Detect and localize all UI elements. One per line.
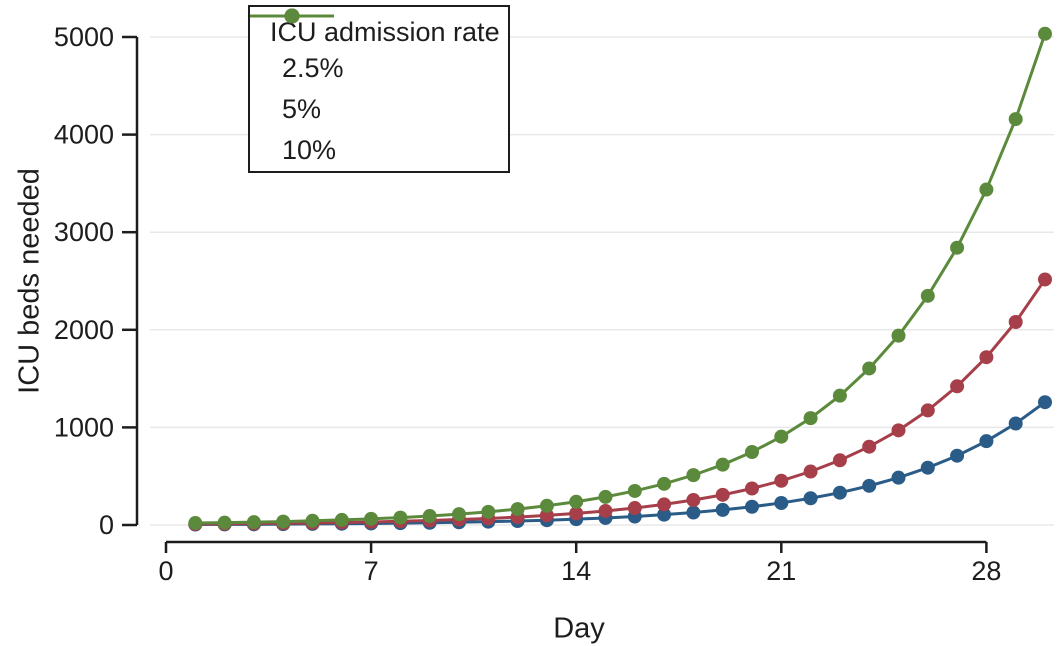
series-2.5%-point-day-29 [1008,416,1023,431]
legend-rows: 2.5% 5% 10% [250,8,508,171]
series-10%-point-day-8 [393,510,408,525]
series-10%-point-day-27 [950,240,965,255]
series-10%-point-day-22 [803,411,818,426]
series-10%-point-day-26 [920,288,935,303]
series-5%-point-day-16 [627,501,642,516]
series-10%-point-day-5 [305,513,320,528]
series-2.5%-point-day-27 [950,448,965,463]
series-10%-point-day-29 [1008,112,1023,127]
series-5%-point-day-28 [979,350,994,365]
series-10%-point-day-7 [364,511,379,526]
x-tick-label-7: 7 [364,556,379,586]
y-tick-label-1000: 1000 [54,412,114,442]
series-10%-point-day-10 [452,507,466,522]
series-2.5%-point-day-19 [715,502,730,517]
series-5%-point-day-17 [657,497,672,512]
series-10%-point-day-6 [334,512,349,527]
series-5%-point-day-14 [569,506,584,521]
series-10%-point-day-3 [246,515,261,530]
series-10%-point-day-14 [569,494,584,509]
series-2.5%-point-day-21 [774,495,789,510]
series-10%-point-day-20 [745,444,759,459]
series-2.5%-point-day-23 [832,485,847,500]
series-5%-point-day-26 [920,403,935,418]
series-10%-point-day-4 [276,514,291,529]
series-10%-point-day-19 [715,457,730,472]
series-2.5%-point-day-26 [920,460,935,475]
series-10%-point-day-24 [862,361,877,376]
series-10%-point-day-2 [217,515,232,530]
series-5%-point-day-27 [950,379,965,394]
y-tick-label-3000: 3000 [54,217,114,247]
series-5%-point-day-29 [1008,314,1023,329]
x-tick-label-14: 14 [561,556,591,586]
series-10%-point-day-30 [1038,26,1052,41]
series-5%-point-day-18 [686,493,701,508]
x-axis-title: Day [553,612,605,645]
legend-item-label: 2.5% [282,53,344,83]
legend-item-5%: 5% [250,8,508,130]
series-5%-point-day-30 [1038,272,1052,287]
series-10%-point-day-9 [422,509,437,524]
legend-swatch-icon [250,8,334,24]
x-tick-label-28: 28 [971,556,1001,586]
series-10%-point-day-18 [686,468,701,483]
legend-item-label: 10% [282,135,337,165]
legend-box: ICU admission rate 2.5% 5% 10% [248,5,510,173]
series-5%-point-day-15 [598,503,613,518]
y-tick-label-5000: 5000 [54,22,114,52]
legend-item-2.5%: 2.5% [250,8,508,89]
series-5%-point-day-23 [832,453,847,468]
y-tick-label-0: 0 [99,510,114,540]
series-10%-point-day-28 [979,182,994,197]
series-10%-point-day-15 [598,489,613,504]
y-tick-label-2000: 2000 [54,315,114,345]
legend-item-10%: 10% [250,8,508,171]
series-5%-point-day-20 [745,481,759,496]
x-tick-label-21: 21 [766,556,796,586]
series-10%-point-day-25 [891,328,906,343]
series-10%-point-day-1 [188,516,203,531]
series-5%-point-day-21 [774,473,789,488]
series-10%-point-day-13 [539,498,554,513]
y-tick-label-4000: 4000 [54,120,114,150]
series-2.5%-point-day-24 [862,478,877,493]
y-axis-title: ICU beds needed [13,168,46,394]
series-2.5%-point-day-20 [745,499,759,514]
series-line-5% [195,278,1047,526]
series-5%-point-day-22 [803,464,818,479]
x-tick-label-0: 0 [158,556,173,586]
series-10%-point-day-12 [510,502,525,517]
series-2.5%-point-day-25 [891,470,906,485]
series-2.5%-point-day-18 [686,505,701,520]
series-10%-point-day-17 [657,476,672,491]
series-10%-point-day-16 [627,483,642,498]
series-2.5%-point-day-17 [657,507,672,522]
series-10%-point-day-11 [481,504,496,519]
series-2.5%-point-day-22 [803,491,818,506]
series-2.5%-point-day-28 [979,434,994,449]
series-5%-point-day-24 [862,439,877,454]
series-line-2.5% [195,401,1046,527]
series-5%-point-day-13 [539,508,554,523]
series-2.5%-point-day-30 [1038,395,1052,410]
series-10%-point-day-21 [774,429,789,444]
series-10%-point-day-23 [832,388,847,403]
series-5%-point-day-19 [715,487,730,502]
legend-item-label: 5% [282,94,322,124]
series-5%-point-day-25 [891,423,906,438]
legend-title: ICU admission rate [270,17,500,47]
